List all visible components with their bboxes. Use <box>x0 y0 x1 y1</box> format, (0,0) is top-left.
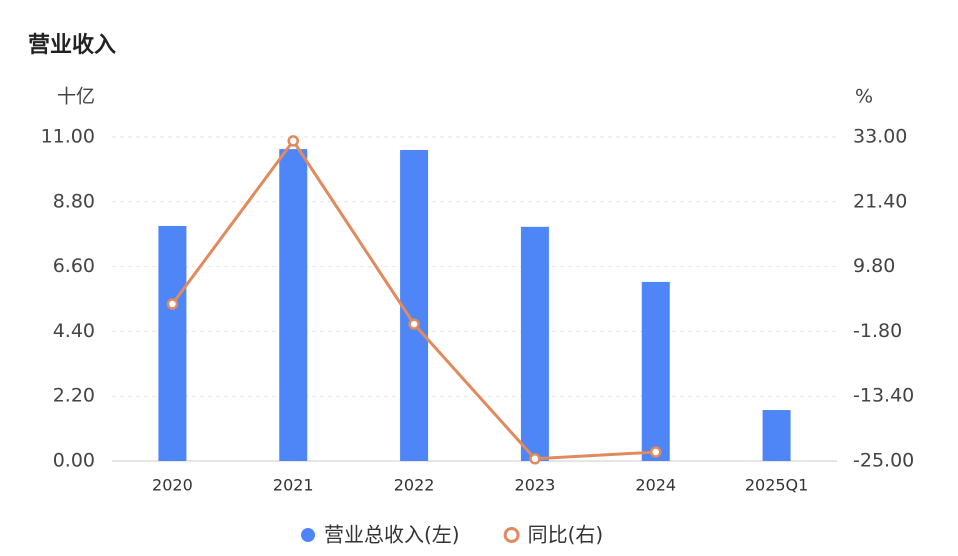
legend-item[interactable]: 同比(右) <box>503 523 604 547</box>
x-tick-label: 2020 <box>152 476 193 495</box>
line-point <box>166 298 179 310</box>
legend-swatch <box>503 527 520 543</box>
bar <box>641 281 670 461</box>
bar <box>762 410 791 461</box>
y2-tick-label: 21.40 <box>853 190 907 212</box>
legend-label: 营业总收入(左) <box>324 523 460 547</box>
y2-tick-label: -25.00 <box>853 450 914 472</box>
y2-axis-unit: % <box>855 86 873 108</box>
bar <box>520 226 549 461</box>
x-tick-label: 2022 <box>394 476 435 495</box>
line-point <box>408 318 420 330</box>
bar <box>279 149 308 462</box>
x-tick-label: 2021 <box>273 476 314 495</box>
y-tick-label: 8.80 <box>53 190 95 212</box>
x-tick-label: 2025Q1 <box>745 476 809 495</box>
line-point <box>529 453 541 465</box>
line-point <box>287 135 299 147</box>
x-tick-label: 2023 <box>515 476 556 495</box>
y2-tick-label: 33.00 <box>853 126 907 148</box>
x-tick-label: 2024 <box>635 476 676 495</box>
y-tick-label: 6.60 <box>53 255 95 277</box>
y2-tick-label: -13.40 <box>853 385 914 407</box>
y-tick-label: 2.20 <box>53 385 95 407</box>
chart-title: 营业收入 <box>28 32 116 58</box>
y-tick-label: 0.00 <box>53 450 95 472</box>
y-tick-label: 11.00 <box>41 126 95 148</box>
line-point <box>650 446 662 458</box>
y2-tick-label: 9.80 <box>853 255 895 277</box>
y-tick-label: 4.40 <box>53 320 95 342</box>
y2-tick-label: -1.80 <box>853 320 902 342</box>
legend-swatch <box>301 528 315 542</box>
legend-item[interactable]: 营业总收入(左) <box>301 523 460 547</box>
legend-label: 同比(右) <box>528 523 604 547</box>
bar <box>158 225 187 461</box>
y-axis-unit: 十亿 <box>57 86 95 108</box>
bar <box>400 149 429 461</box>
